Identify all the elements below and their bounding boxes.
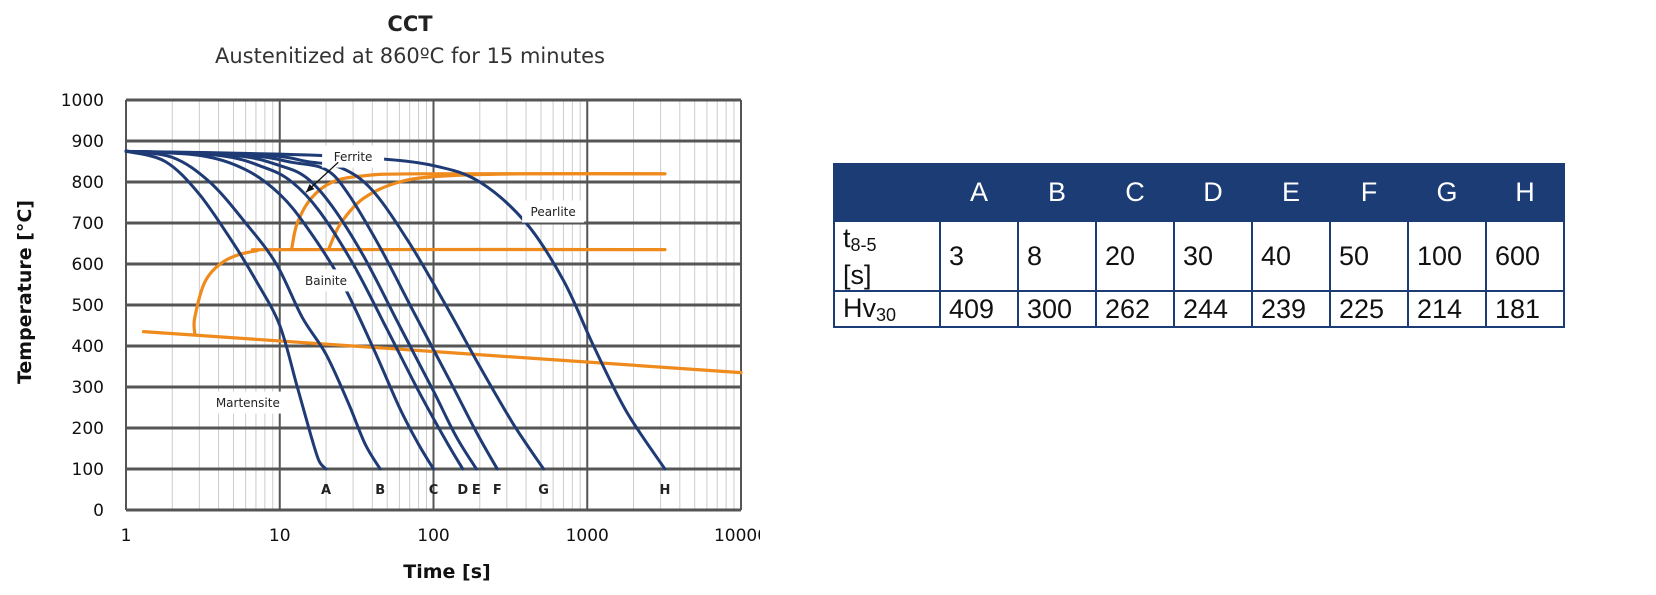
table-header-b: B bbox=[1017, 163, 1097, 222]
y-tick-label: 100 bbox=[72, 460, 104, 480]
ferrite-arrow-head bbox=[305, 184, 315, 193]
x-tick-label: 100 bbox=[417, 526, 449, 546]
table-cell-t85: 20 bbox=[1095, 220, 1175, 292]
table-header-g: G bbox=[1407, 163, 1487, 222]
table-cell-t85: 40 bbox=[1251, 220, 1331, 292]
phase-label-ferrite: Ferrite bbox=[334, 150, 373, 164]
table-cell-hv30: 244 bbox=[1173, 290, 1253, 328]
cooling-curve-d bbox=[124, 149, 465, 471]
x-axis-label: Time [s] bbox=[403, 561, 490, 583]
y-axis-label: Temperature [°C] bbox=[14, 200, 36, 384]
table-cell-hv30: 300 bbox=[1017, 290, 1097, 328]
cooling-curves bbox=[124, 149, 667, 471]
table-cell-hv30: 262 bbox=[1095, 290, 1175, 328]
y-tick-label: 700 bbox=[72, 214, 104, 234]
phase-label-bg bbox=[522, 200, 585, 223]
cct-chart: CCT Austenitized at 860ºC for 15 minutes… bbox=[14, 12, 760, 583]
table-header-e: E bbox=[1251, 163, 1331, 222]
hv-label-sub: 30 bbox=[876, 304, 897, 325]
table-header-corner bbox=[833, 163, 941, 222]
table-cell-t85: 100 bbox=[1407, 220, 1487, 292]
t85-label-sub: 8-5 bbox=[850, 234, 877, 255]
cooling-curve-e bbox=[124, 149, 478, 471]
cooling-curve-a bbox=[124, 149, 328, 471]
grid bbox=[125, 98, 742, 512]
phase-boundary-line bbox=[290, 172, 667, 250]
table-cell-t85: 8 bbox=[1017, 220, 1097, 292]
y-tick-label: 0 bbox=[93, 501, 104, 521]
cooling-curve-g bbox=[124, 149, 546, 471]
table-cell-hv30: 239 bbox=[1251, 290, 1331, 328]
table-cell-t85: 50 bbox=[1329, 220, 1409, 292]
table-row-hv30: Hv30 409 300 262 244 239 225 214 181 bbox=[833, 290, 1565, 328]
phase-labels: Ferrite Pearlite Bainite Martensite bbox=[207, 145, 585, 414]
cooling-curve-b bbox=[124, 149, 382, 471]
t85-label-unit: [s] bbox=[843, 259, 872, 290]
y-tick-label: 200 bbox=[72, 419, 104, 439]
phase-boundary-line bbox=[141, 330, 743, 375]
curve-label-e: E bbox=[472, 483, 481, 498]
y-tick-label: 400 bbox=[72, 337, 104, 357]
curve-label-d: D bbox=[457, 483, 468, 498]
curve-label-f: F bbox=[493, 483, 502, 498]
curve-label-a: A bbox=[321, 483, 331, 498]
table-header-f: F bbox=[1329, 163, 1409, 222]
x-tick-label: 1 bbox=[121, 526, 132, 546]
curve-label-h: H bbox=[659, 483, 670, 498]
x-tick-label: 10 bbox=[269, 526, 291, 546]
row-label-t85: t8-5 [s] bbox=[833, 220, 941, 292]
table-cell-hv30: 181 bbox=[1485, 290, 1565, 328]
table-header-d: D bbox=[1173, 163, 1253, 222]
curve-label-g: G bbox=[538, 483, 549, 498]
phase-label-bainite: Bainite bbox=[305, 274, 347, 288]
cooling-curve-c bbox=[124, 149, 435, 471]
table-cell-hv30: 225 bbox=[1329, 290, 1409, 328]
phase-label-bg bbox=[207, 391, 288, 414]
curve-label-b: B bbox=[375, 483, 385, 498]
chart-subtitle: Austenitized at 860ºC for 15 minutes bbox=[215, 44, 605, 68]
table-cell-t85: 3 bbox=[939, 220, 1019, 292]
table-cell-t85: 600 bbox=[1485, 220, 1565, 292]
y-tick-label: 900 bbox=[72, 132, 104, 152]
phase-boundary-line bbox=[192, 247, 667, 336]
y-tick-label: 1000 bbox=[61, 91, 104, 111]
table-cell-t85: 30 bbox=[1173, 220, 1253, 292]
curve-label-c: C bbox=[429, 483, 439, 498]
hv-label-main: Hv bbox=[843, 292, 876, 323]
y-tick-label: 500 bbox=[72, 296, 104, 316]
y-tick-label: 800 bbox=[72, 173, 104, 193]
row-label-hv30: Hv30 bbox=[833, 290, 941, 328]
table-row-t85: t8-5 [s] 3 8 20 30 40 50 100 600 bbox=[833, 220, 1565, 292]
table-header-h: H bbox=[1485, 163, 1565, 222]
phase-label-bg bbox=[297, 269, 356, 292]
cooling-curve-h bbox=[124, 149, 667, 471]
phase-boundary-line bbox=[327, 172, 667, 250]
t85-label-main: t bbox=[843, 222, 851, 253]
chart-title: CCT bbox=[387, 12, 433, 36]
cooling-curve-f bbox=[124, 149, 499, 471]
table-header-c: C bbox=[1095, 163, 1175, 222]
phase-label-martensite: Martensite bbox=[216, 396, 280, 410]
phase-boundaries bbox=[141, 172, 743, 375]
table-cell-hv30: 214 bbox=[1407, 290, 1487, 328]
table-cell-hv30: 409 bbox=[939, 290, 1019, 328]
table-header-a: A bbox=[939, 163, 1019, 222]
x-tick-label: 1000 bbox=[566, 526, 609, 546]
y-tick-label: 300 bbox=[72, 378, 104, 398]
y-tick-label: 600 bbox=[72, 255, 104, 275]
phase-label-pearlite: Pearlite bbox=[531, 205, 576, 219]
